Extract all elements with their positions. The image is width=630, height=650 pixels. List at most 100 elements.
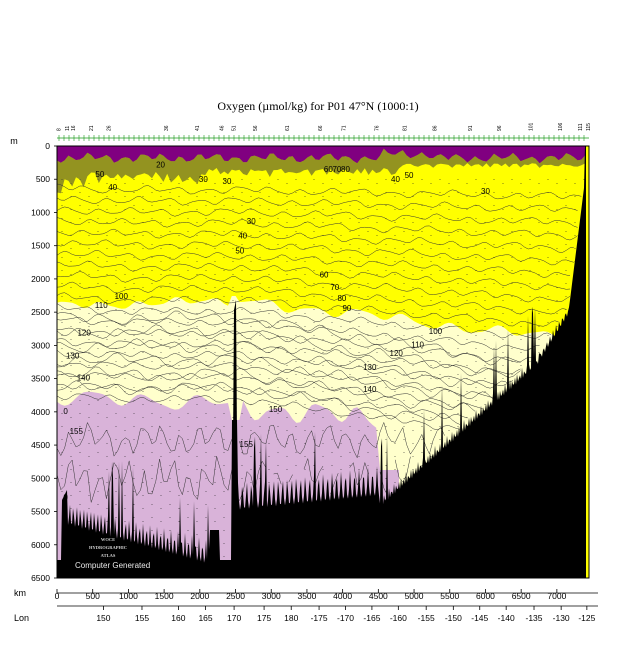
sample-dot [376,339,378,341]
sample-dot [484,352,486,354]
sample-dot [88,521,90,523]
sample-dot [457,322,459,324]
sample-dot [268,430,270,432]
sample-dot [214,313,216,315]
sample-dot [367,218,369,220]
sample-dot [97,413,99,415]
sample-dot [97,283,99,285]
sample-dot [385,439,387,441]
sample-dot [97,400,99,402]
sample-dot [133,296,135,298]
sample-dot [313,322,315,324]
sample-dot [313,400,315,402]
sample-dot [142,417,144,419]
km-tick-label: 1000 [119,591,138,601]
sample-dot [142,274,144,276]
sample-dot [286,300,288,302]
sample-dot [142,482,144,484]
sample-dot [304,469,306,471]
sample-dot [547,270,549,272]
sample-dot [457,361,459,363]
sample-dot [295,257,297,259]
sample-dot [88,313,90,315]
sample-dot [142,508,144,510]
sample-dot [106,508,108,510]
sample-dot [412,196,414,198]
sample-dot [403,374,405,376]
sample-dot [106,430,108,432]
sample-dot [70,404,72,406]
sample-dot [223,517,225,519]
sample-dot [565,244,567,246]
sample-dot [250,313,252,315]
sample-dot [412,456,414,458]
logo-line-3: ATLAS [101,553,116,558]
sample-dot [70,378,72,380]
sample-dot [61,348,63,350]
sample-dot [196,534,198,536]
sample-dot [97,452,99,454]
sample-dot [403,283,405,285]
sample-dot [133,179,135,181]
logo-line-2: HYDROGRAPHIC [89,545,127,550]
sample-dot [358,222,360,224]
sample-dot [313,452,315,454]
sample-dot [187,192,189,194]
sample-dot [151,218,153,220]
sample-dot [178,378,180,380]
sample-dot [79,218,81,220]
sample-dot [295,192,297,194]
sample-dot [439,413,441,415]
sample-dot [277,309,279,311]
sample-dot [178,287,180,289]
sample-dot [205,413,207,415]
sample-dot [250,183,252,185]
sample-dot [169,452,171,454]
sample-dot [538,274,540,276]
sample-dot [358,352,360,354]
sample-dot [331,426,333,428]
sample-dot [61,231,63,233]
bathymetry [57,146,589,578]
sample-dot [259,270,261,272]
sample-dot [295,465,297,467]
sample-dot [187,296,189,298]
sample-dot [277,205,279,207]
sample-dot [115,478,117,480]
lon-tick-label: -150 [445,613,462,623]
sample-dot [79,439,81,441]
sample-dot [115,491,117,493]
sample-dot [358,248,360,250]
sample-dot [241,426,243,428]
sample-dot [349,348,351,350]
sample-dot [457,348,459,350]
sample-dot [61,491,63,493]
sample-dot [214,222,216,224]
sample-dot [412,261,414,263]
sample-dot [475,387,477,389]
sample-dot [385,270,387,272]
sample-dot [115,179,117,181]
sample-dot [79,257,81,259]
sample-dot [340,248,342,250]
sample-dot [187,205,189,207]
sample-dot [448,352,450,354]
station-label: 115 [586,123,592,131]
lon-tick-label: 160 [171,613,185,623]
sample-dot [457,218,459,220]
sample-dot [169,348,171,350]
sample-dot [331,179,333,181]
sample-dot [502,222,504,224]
sample-dot [97,387,99,389]
sample-dot [376,222,378,224]
sample-dot [322,183,324,185]
sample-dot [340,274,342,276]
sample-dot [88,443,90,445]
station-label: 51 [232,125,238,131]
sample-dot [286,209,288,211]
sample-dot [385,205,387,207]
sample-dot [295,335,297,337]
sample-dot [187,400,189,402]
sample-dot [151,361,153,363]
contour-label: 0 [63,493,68,502]
